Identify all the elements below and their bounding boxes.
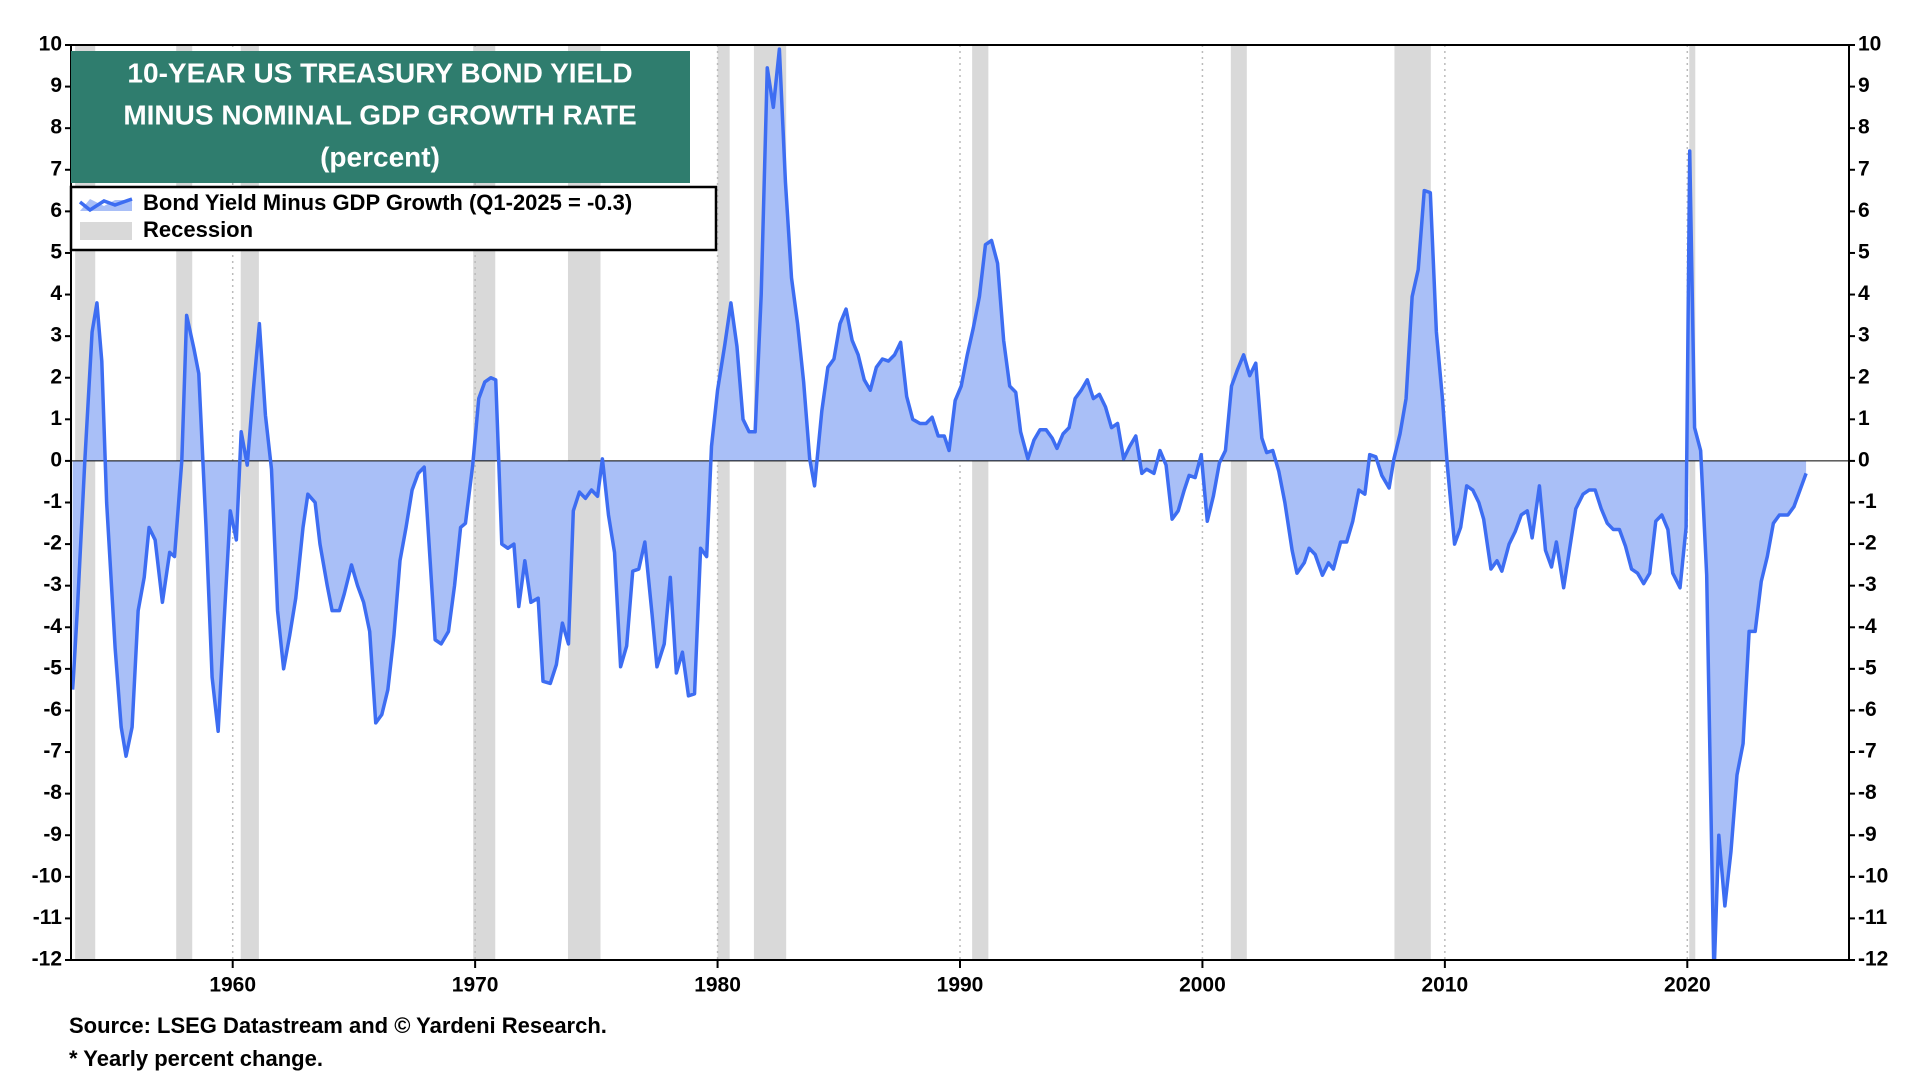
title-box (71, 51, 690, 183)
legend-label: Bond Yield Minus GDP Growth (Q1-2025 = -… (143, 190, 632, 215)
y2-tick-label: 5 (1858, 241, 1870, 264)
y2-tick-label: -3 (1858, 573, 1877, 596)
y-tick-label: 5 (50, 241, 62, 264)
y-tick-label: -9 (43, 823, 62, 846)
y-tick-label: 10 (39, 33, 62, 56)
y-tick-label: -2 (43, 532, 62, 555)
y-tick-label: 6 (50, 199, 62, 222)
y2-tick-label: 1 (1858, 407, 1870, 430)
line (71, 47, 1808, 960)
title-line: MINUS NOMINAL GDP GROWTH RATE (123, 99, 636, 130)
y-tick-label: -1 (43, 490, 62, 513)
y2-tick-label: -10 (1858, 864, 1888, 887)
recession-band (473, 45, 496, 960)
y-tick-label: 3 (50, 324, 62, 347)
x-tick-label: 2020 (1664, 974, 1711, 997)
source: Source: LSEG Datastream and © Yardeni Re… (69, 1013, 607, 1038)
y2-tick-label: -8 (1858, 781, 1877, 804)
y-tick-label: 9 (50, 74, 62, 97)
y-tick-label: 8 (50, 116, 62, 139)
y2-tick-label: -6 (1858, 698, 1877, 721)
y2-tick-label: -2 (1858, 532, 1877, 555)
legend-box (69, 185, 718, 252)
y2-tick-label: 9 (1858, 74, 1870, 97)
legend-line-icon (78, 197, 133, 213)
area (72, 49, 1807, 960)
y2-tick-label: -12 (1858, 948, 1888, 971)
recession-band (176, 45, 193, 960)
x-tick-label: 1980 (694, 974, 741, 997)
title-line: 10-YEAR US TREASURY BOND YIELD (127, 57, 632, 88)
y2-tick-label: 0 (1858, 448, 1870, 471)
y2-tick-label: 6 (1858, 199, 1870, 222)
recession-band (1689, 45, 1696, 960)
y2-tick-label: -5 (1858, 656, 1877, 679)
y-tick-label: -10 (32, 864, 62, 887)
x-tick-label: 1960 (209, 974, 256, 997)
recession-band (972, 45, 989, 960)
plot-area (71, 47, 1849, 960)
y2-tick-label: 8 (1858, 116, 1870, 139)
y2-tick-label: -11 (1858, 906, 1888, 929)
legend: Bond Yield Minus GDP Growth (Q1-2025 = -… (69, 185, 718, 252)
x-tick-label: 2010 (1422, 974, 1469, 997)
y-tick-label: -4 (43, 615, 62, 638)
legend-label: Recession (143, 217, 253, 242)
axes: 1960 1970 1980 1990 2000 2010 2020-12-11-10-9-… (32, 33, 1889, 997)
y2-tick-label: 2 (1858, 365, 1870, 388)
y-tick-label: -3 (43, 573, 62, 596)
recession-band (240, 45, 259, 960)
x-tick-label: 1970 (452, 974, 499, 997)
title-line: (percent) (320, 141, 440, 172)
y-tick-label: 4 (50, 282, 62, 305)
y2-tick-label: -4 (1858, 615, 1877, 638)
legend-recession-icon (80, 222, 132, 240)
y2-tick-label: 7 (1858, 157, 1870, 180)
y-tick-label: -6 (43, 698, 62, 721)
footnote: * Yearly percent change. (69, 1046, 323, 1071)
y-tick-label: 0 (50, 448, 62, 471)
recession-band (75, 45, 96, 960)
recession-band (1230, 45, 1247, 960)
y-tick-label: -8 (43, 781, 62, 804)
x-tick-label: 1990 (937, 974, 984, 997)
recession-band (717, 45, 730, 960)
x-tick-label: 2000 (1179, 974, 1226, 997)
recession-band (1394, 45, 1431, 960)
y2-tick-label: 4 (1858, 282, 1870, 305)
y2-tick-label: 10 (1858, 33, 1881, 56)
y-tick-label: 2 (50, 365, 62, 388)
y-tick-label: 7 (50, 157, 62, 180)
y-tick-label: -11 (33, 906, 63, 929)
y2-tick-label: -7 (1858, 740, 1877, 763)
y-tick-label: -7 (43, 740, 62, 763)
y-tick-label: -5 (43, 656, 62, 679)
y2-tick-label: -1 (1858, 490, 1877, 513)
y-tick-label: 1 (50, 407, 62, 430)
y-tick-label: -12 (32, 948, 62, 971)
y2-tick-label: -9 (1858, 823, 1877, 846)
y2-tick-label: 3 (1858, 324, 1870, 347)
